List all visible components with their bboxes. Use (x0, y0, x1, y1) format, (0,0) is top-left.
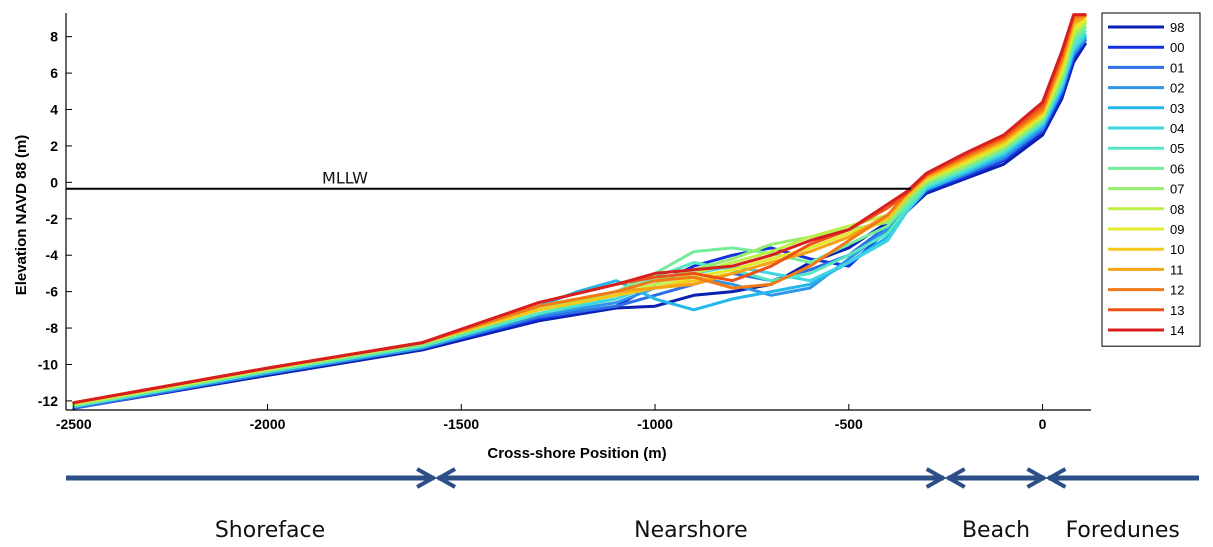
legend-label-10: 10 (1170, 242, 1184, 257)
y-tick-label: 6 (50, 65, 58, 81)
y-tick-label: -12 (38, 393, 58, 409)
x-tick-label: -1000 (637, 416, 673, 432)
y-tick-label: -6 (46, 284, 59, 300)
zone-arrowhead-left (1045, 467, 1067, 489)
x-tick-label: -2500 (56, 416, 92, 432)
plot-background (66, 13, 1091, 410)
legend-label-98: 98 (1170, 20, 1184, 35)
y-tick-label: -2 (46, 211, 59, 227)
plot-area (66, 13, 1091, 410)
legend-label-11: 11 (1170, 262, 1184, 277)
axes-layer: -2500 -2000 -1500 -1000 -500 0 -12 -10 -8 -6 -4 -2 0… (38, 13, 1091, 432)
legend-label-01: 01 (1170, 60, 1184, 75)
legend-label-05: 05 (1170, 141, 1184, 156)
zone-label-foredunes: Foredunes (1066, 518, 1180, 543)
zone-arrowhead-left (435, 467, 457, 489)
series-line-12 (72, 13, 1087, 405)
y-tick-label: 4 (50, 102, 58, 118)
zone-label-nearshore: Nearshore (634, 518, 747, 543)
legend-label-07: 07 (1170, 182, 1184, 197)
zone-arrowhead-right (1026, 467, 1048, 489)
zone-label-shoreface: Shoreface (215, 518, 325, 543)
series-line-14 (72, 13, 1087, 405)
series-line-98 (72, 42, 1087, 410)
legend-label-13: 13 (1170, 303, 1184, 318)
mllw-label: MLLW (322, 169, 368, 188)
legend: 98 00 01 02 03 04 05 06 07 08 09 10 11 12 13 14 (1101, 12, 1201, 347)
legend-label-04: 04 (1170, 121, 1184, 136)
series-layer (72, 13, 1087, 410)
legend-label-00: 00 (1170, 40, 1184, 55)
y-tick-label: -8 (46, 320, 59, 336)
legend-label-06: 06 (1170, 161, 1184, 176)
legend-label-14: 14 (1170, 323, 1184, 338)
series-line-01 (72, 38, 1087, 410)
zone-arrows: Shoreface Nearshore Beach Foredunes (66, 467, 1199, 543)
y-tick-label: 2 (50, 138, 58, 154)
reference-line-layer: MLLW (66, 169, 911, 190)
legend-label-09: 09 (1170, 222, 1184, 237)
x-axis-label: Cross-shore Position (m) (487, 445, 666, 462)
x-tick-label: -500 (835, 416, 863, 432)
legend-label-08: 08 (1170, 202, 1184, 217)
zone-label-beach: Beach (962, 518, 1030, 543)
y-tick-label: 8 (50, 29, 58, 45)
y-tick-label: 0 (50, 174, 58, 190)
y-tick-label: -4 (46, 247, 59, 263)
y-axis-label: Elevation NAVD 88 (m) (13, 135, 30, 296)
legend-label-02: 02 (1170, 81, 1184, 96)
zone-arrowhead-left (944, 467, 966, 489)
legend-label-03: 03 (1170, 101, 1184, 116)
legend-box (1101, 12, 1201, 347)
x-tick-label: 0 (1039, 416, 1047, 432)
zone-arrowhead-right (925, 467, 947, 489)
series-line-05 (72, 29, 1087, 408)
zone-arrowhead-right (416, 467, 438, 489)
x-tick-label: -2000 (250, 416, 286, 432)
legend-label-12: 12 (1170, 283, 1184, 298)
y-tick-label: -10 (38, 356, 58, 372)
x-tick-label: -1500 (443, 416, 479, 432)
